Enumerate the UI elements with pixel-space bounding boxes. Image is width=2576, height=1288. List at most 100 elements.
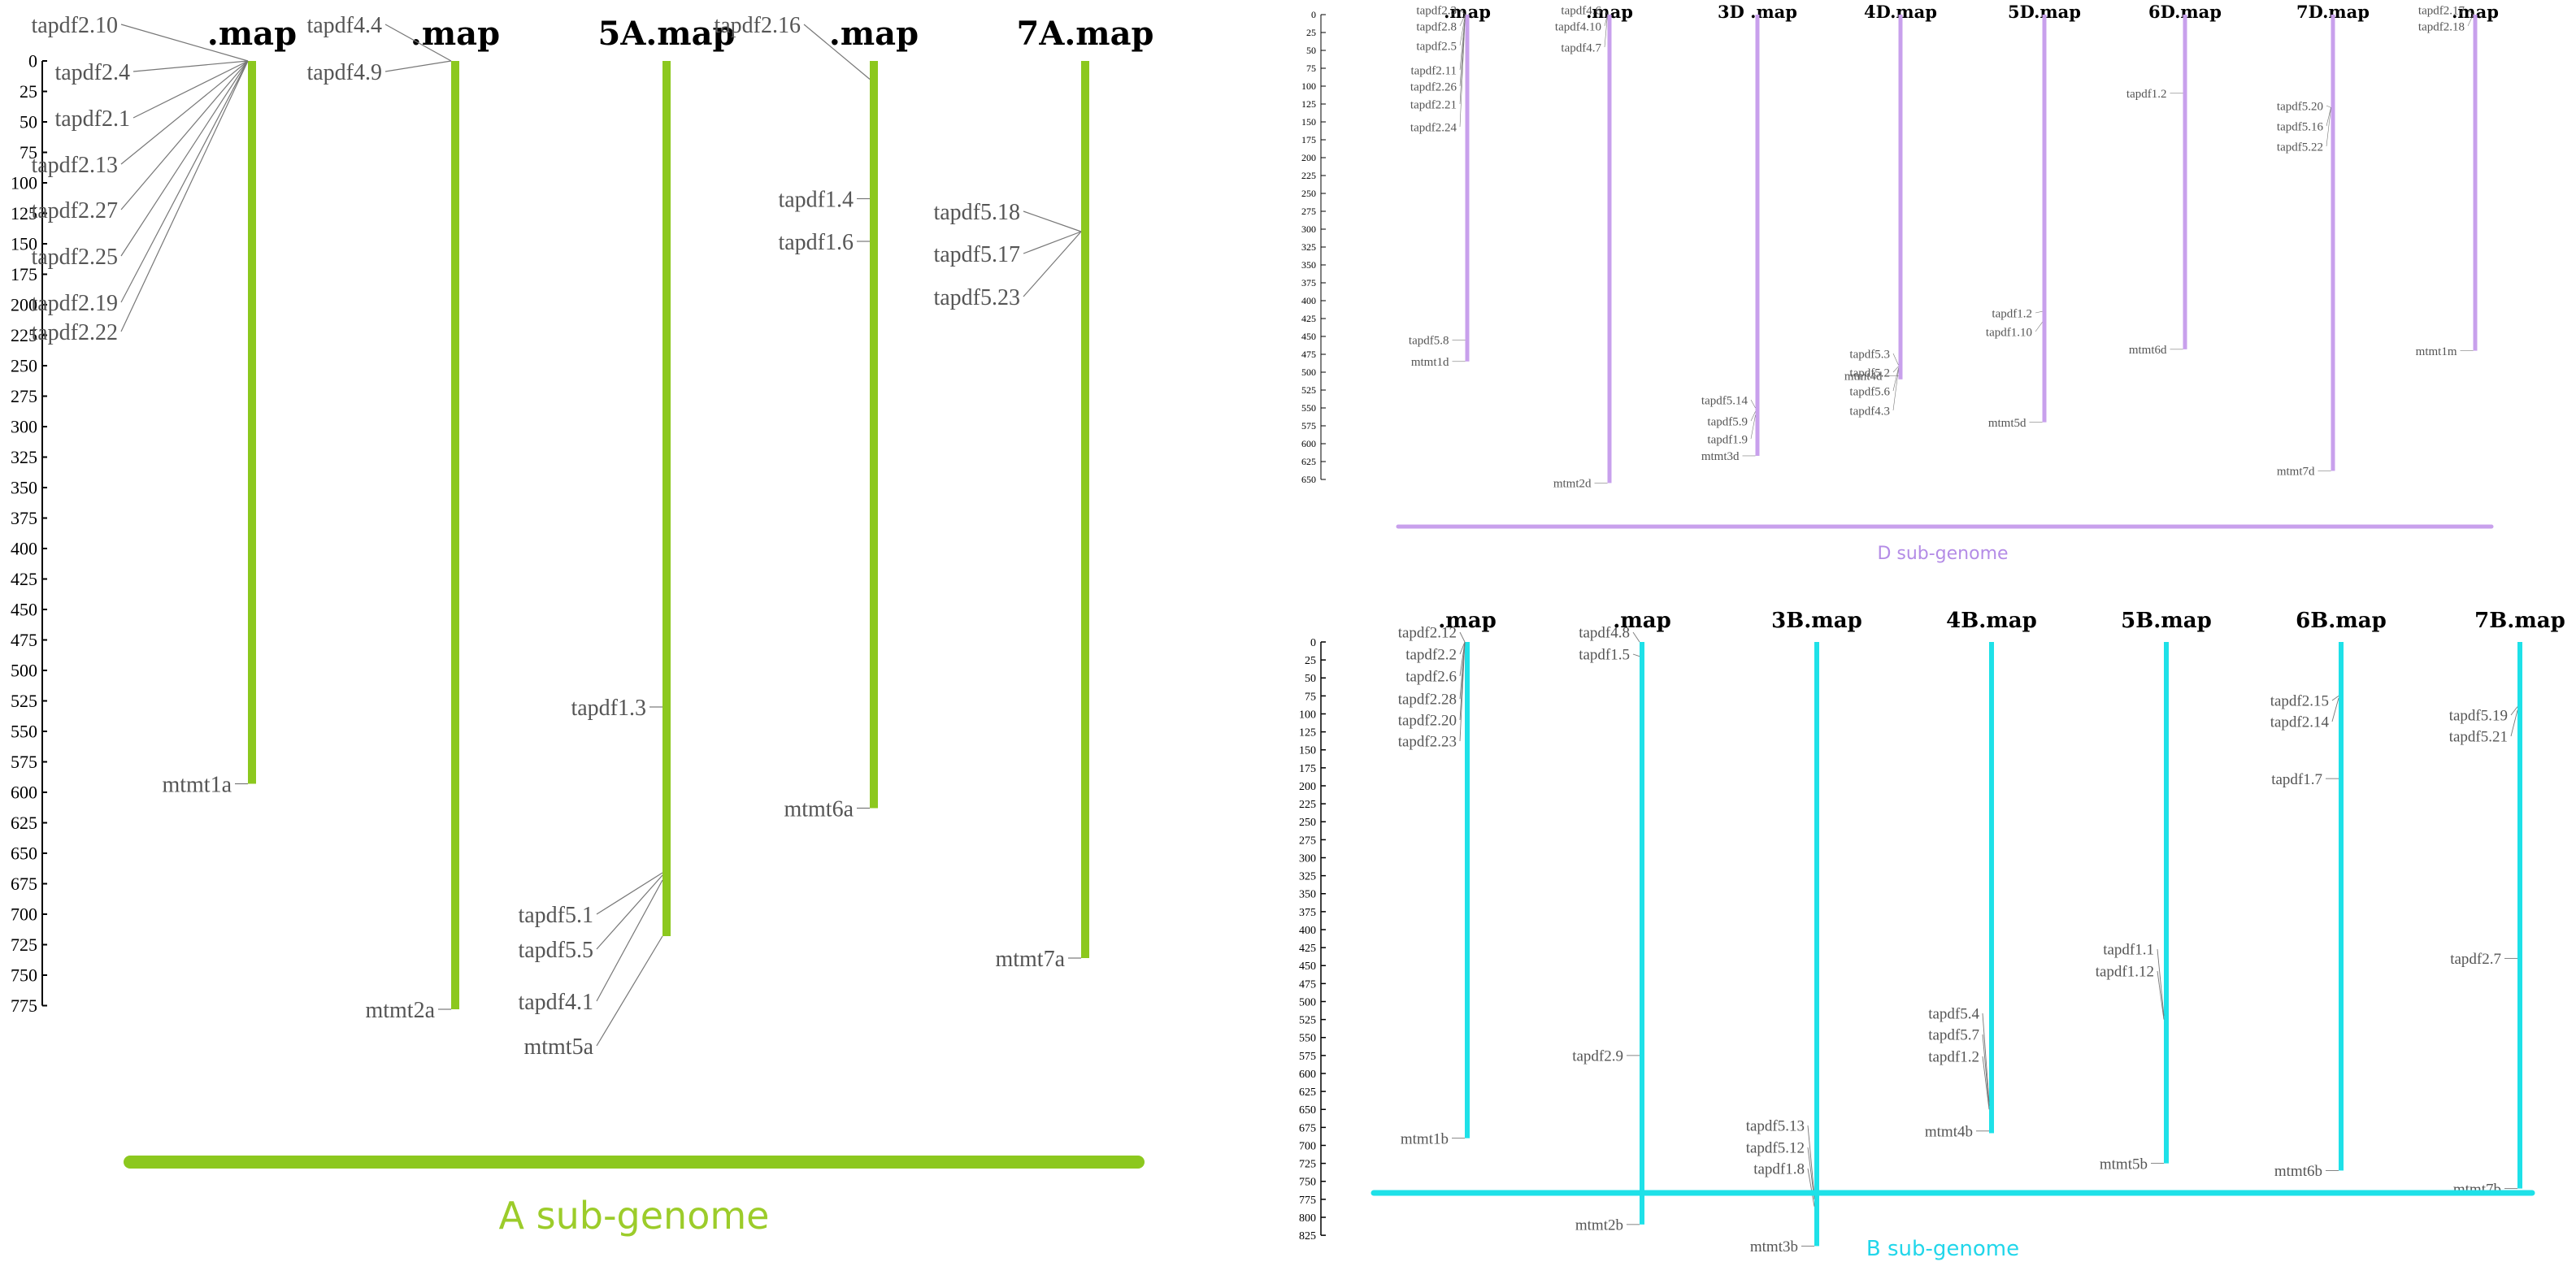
gene-label-tapdf5.12: tapdf5.12: [1746, 1140, 1805, 1157]
axis-b-tick-label: 550: [1299, 1033, 1316, 1045]
gene-connector: [1632, 631, 1640, 643]
chromosome-b3-title: 3B.map: [1771, 609, 1862, 633]
gene-label-tapdf2.16: tapdf2.16: [714, 13, 801, 38]
gene-connector: [384, 24, 452, 62]
gene-connector: [596, 879, 663, 1002]
axis-d-tick-label: 175: [1301, 134, 1316, 145]
gene-label-mtmt1m: mtmt1m: [2416, 345, 2457, 358]
axis-b-tick-label: 675: [1299, 1122, 1316, 1134]
axis-a-tick-label: 250: [11, 356, 37, 376]
gene-connector: [1892, 367, 1899, 392]
axis-a-tick-label: 450: [11, 600, 37, 620]
axis-b-tick-label: 450: [1299, 961, 1316, 973]
gene-connector: [1459, 631, 1466, 643]
chromosome-d6-bar: [2183, 15, 2187, 349]
axis-d-tick-label: 0: [1311, 9, 1316, 20]
axis-a-tick-label: 525: [11, 691, 37, 711]
axis-b-tick-label: 475: [1299, 978, 1316, 991]
chromosome-d3-bar: [1755, 15, 1760, 456]
axis-b-tick-label: 400: [1299, 925, 1316, 937]
axis-b-tick-label: 125: [1299, 727, 1316, 739]
chromosome-a4-title: .map: [829, 15, 919, 53]
gene-label-tapdf1.8: tapdf1.8: [1753, 1161, 1805, 1178]
gene-label-tapdf5.23: tapdf5.23: [933, 285, 1020, 310]
gene-connector: [120, 24, 249, 62]
gene-connector: [1892, 366, 1899, 373]
axis-a-tick-label: 225: [11, 325, 37, 345]
gene-label-mtmt3b: mtmt3b: [1750, 1238, 1798, 1255]
gene-label-tapdf5.9: tapdf5.9: [1707, 415, 1748, 428]
gene-label-mtmt4b: mtmt4b: [1925, 1123, 1973, 1140]
d-subgenome-label: D sub-genome: [1877, 544, 2008, 564]
axis-b-tick-label: 525: [1299, 1015, 1316, 1027]
gene-connector: [120, 60, 249, 257]
gene-label-tapdf5.19: tapdf5.19: [2449, 708, 2508, 725]
gene-connector: [2035, 310, 2043, 314]
axis-b-tick-label: 625: [1299, 1086, 1316, 1099]
axis-b-tick-label: 500: [1299, 996, 1316, 1008]
chromosome-b5-bar: [2164, 642, 2169, 1164]
axis-b-tick-label: 50: [1305, 673, 1316, 685]
gene-label-tapdf4.7: tapdf4.7: [1561, 41, 1601, 54]
axis-b-tick-label: 225: [1299, 799, 1316, 811]
gene-label-tapdf2.7: tapdf2.7: [2450, 951, 2501, 968]
gene-label-mtmt7a: mtmt7a: [995, 947, 1065, 972]
gene-label-tapdf2.22: tapdf2.22: [31, 320, 118, 345]
gene-label-tapdf5.17: tapdf5.17: [933, 242, 1020, 267]
gene-label-tapdf2.4: tapdf2.4: [54, 60, 130, 85]
gene-label-tapdf2.8: tapdf2.8: [1416, 20, 1457, 33]
chromosome-d1-bar: [1465, 15, 1470, 362]
axis-a-tick-label: 325: [11, 447, 37, 467]
gene-connector: [1023, 231, 1082, 297]
gene-label-tapdf4.9: tapdf4.9: [306, 60, 382, 85]
axis-b-tick-label: 825: [1299, 1230, 1316, 1242]
gene-connector: [1807, 1168, 1815, 1207]
gene-label-tapdf2.6: tapdf2.6: [1405, 669, 1457, 686]
b-subgenome-svg: 0 25 50 75 100 125 150 175 200 225 250 275 300 325 350…: [1299, 609, 2565, 1261]
gene-label-tapdf4.8: tapdf4.8: [1579, 625, 1630, 642]
gene-label-tapdf2.13: tapdf2.13: [31, 153, 118, 178]
gene-connector: [384, 60, 452, 72]
axis-d-tick-label: 75: [1306, 63, 1316, 74]
axis-a-tick-label: 725: [11, 935, 37, 955]
axis-d-tick-label: 250: [1301, 188, 1316, 199]
axis-a-tick-label: 300: [11, 417, 37, 437]
gene-connector: [1459, 14, 1466, 27]
axis-b-tick-label: 425: [1299, 943, 1316, 955]
axis-a-tick-label: 600: [11, 783, 37, 803]
axis-d-tick-label: 425: [1301, 313, 1316, 324]
axis-b-tick-label: 75: [1305, 691, 1316, 703]
gene-connector: [1982, 1034, 1990, 1106]
gene-connector: [1632, 653, 1640, 657]
gene-label-tapdf2.3: tapdf2.3: [1416, 4, 1457, 17]
gene-label-tapdf1.2: tapdf1.2: [1992, 307, 2032, 320]
gene-connector: [1750, 414, 1756, 440]
axis-d-tick-label: 575: [1301, 420, 1316, 432]
gene-connector: [2331, 696, 2339, 701]
axis-a-tick-label: 100: [11, 173, 37, 193]
gene-connector: [2331, 697, 2339, 722]
gene-label-tapdf1.5: tapdf1.5: [1579, 647, 1630, 664]
axis-a-tick-label: 50: [20, 112, 37, 132]
gene-connector: [1750, 411, 1756, 422]
axis-d-tick-label: 475: [1301, 349, 1316, 360]
axis-b-tick-label: 775: [1299, 1195, 1316, 1207]
gene-label-mtmt6b: mtmt6b: [2274, 1163, 2322, 1180]
gene-label-mtmt1b: mtmt1b: [1401, 1130, 1449, 1147]
chromosome-b1-bar: [1465, 642, 1470, 1138]
gene-connector: [1892, 369, 1899, 411]
axis-d-tick-label: 325: [1301, 241, 1316, 253]
gene-label-tapdf1.12: tapdf1.12: [2096, 964, 2154, 981]
chromosome-b3-bar: [1814, 642, 1819, 1247]
axis-b-tick-label: 275: [1299, 835, 1316, 847]
gene-label-tapdf4.1: tapdf4.1: [518, 990, 593, 1015]
axis-d-tick-label: 375: [1301, 277, 1316, 288]
gene-label-mtmt6d: mtmt6d: [2129, 344, 2167, 357]
gene-label-tapdf2.24: tapdf2.24: [1410, 121, 1457, 134]
axis-b-tick-label: 100: [1299, 709, 1316, 721]
gene-label-mtmt4d: mtmt4d: [1844, 371, 1883, 384]
chromosome-b7-title: 7B.map: [2474, 609, 2565, 633]
gene-connector: [132, 60, 249, 72]
gene-label-mtmt1a: mtmt1a: [162, 772, 232, 797]
gene-connector: [2035, 322, 2043, 332]
